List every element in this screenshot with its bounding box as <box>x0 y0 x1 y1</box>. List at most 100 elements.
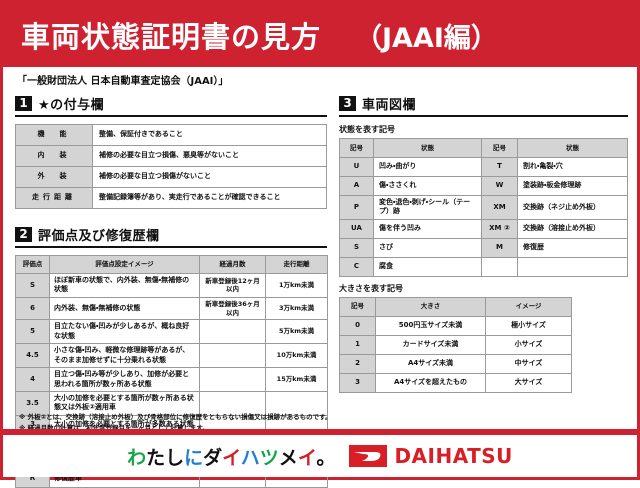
size-symbol: 3 <box>339 372 376 393</box>
page-subtitle: （JAAI編） <box>355 22 498 54</box>
condition-row: S さび M 修復歴 <box>339 237 628 258</box>
slogan-char: し <box>165 446 185 469</box>
condition-description: 修復歴 <box>517 237 628 258</box>
condition-symbol: M <box>481 237 518 258</box>
column-header: 状態 <box>373 138 482 158</box>
condition-row: C 腐食 <box>339 256 628 277</box>
footnote-1: ※ 外板②とは、交換跡（溶接止め外板）及び骨格部位に修復歴をともらない損傷又は損… <box>19 413 332 421</box>
size-description: A4サイズ未満 <box>375 353 486 374</box>
footnotes: ※ 外板②とは、交換跡（溶接止め外板）及び骨格部位に修復歴をともらない損傷又は損… <box>19 412 331 434</box>
size-description: 500円玉サイズ未満 <box>375 315 486 336</box>
condition-description: 凹み・曲がり <box>373 157 482 177</box>
evaluation-score: S <box>15 273 50 298</box>
evaluation-mileage: 1万km未満 <box>265 273 328 298</box>
criteria-value: 整備記録簿等があり、実走行であることが確認できること <box>92 187 327 209</box>
condition-symbol: C <box>339 256 374 277</box>
slogan-char: ダ <box>203 446 223 469</box>
size-image-label: 小サイズ <box>485 334 572 355</box>
right-column: 3 車両図欄 状態を表す記号 記号 状態 記号 状態 U 凹み・曲がり T 割れ・亀裂・穴 A… <box>339 90 628 488</box>
section1-number: 1 <box>15 96 32 111</box>
size-row: 2 A4サイズ未満 中サイズ <box>339 353 572 374</box>
brand-footer: わたしにダイハツメイ。 DAIHATSU <box>3 429 637 477</box>
brand-lockup: DAIHATSU <box>349 444 512 468</box>
condition-description: 交換跡（溶接止め外板） <box>517 218 628 239</box>
section1-heading: 1 ★の付与欄 <box>15 94 327 117</box>
criteria-value: 補修の必要な目立つ損傷がないこと <box>92 166 327 188</box>
evaluation-score: 5 <box>15 319 50 345</box>
size-symbol: 1 <box>339 334 376 355</box>
evaluation-description: 内外装、無傷・無補修の状態 <box>49 296 200 321</box>
condition-symbol: UA <box>339 218 374 239</box>
condition-symbols-label: 状態を表す記号 <box>339 125 395 134</box>
footnote-2: ※ 経過月数の計算は、初年度登録月を一ヶ月として計算します。 <box>19 423 331 434</box>
evaluation-mileage: 3万km未満 <box>265 296 328 321</box>
condition-row: UA 傷を伴う凹み XM ② 交換跡（溶接止め外板） <box>339 218 628 239</box>
condition-description: 傷・ささくれ <box>373 176 482 196</box>
evaluation-header-row: 評価点 評価点設定イメージ 経過月数 走行距離 <box>15 255 328 274</box>
condition-description: 腐食 <box>373 256 482 277</box>
page-header: 車両状態証明書の見方 （JAAI編） <box>3 3 637 67</box>
criteria-key: 内 装 <box>15 145 93 167</box>
column-header: 大きさ <box>375 296 486 317</box>
slogan-char: メ <box>278 446 298 469</box>
column-header: 記号 <box>481 138 518 158</box>
evaluation-months <box>199 367 266 393</box>
condition-description: さび <box>373 237 482 258</box>
section3-heading: 3 車両図欄 <box>339 94 628 117</box>
column-header: 評価点設定イメージ <box>49 255 200 274</box>
condition-description <box>517 256 628 277</box>
section2-heading: 2 評価点及び修復歴欄 <box>15 225 327 248</box>
condition-symbol: S <box>339 237 374 258</box>
size-header-row: 記号 大きさ イメージ <box>339 296 572 317</box>
criteria-value: 整備、保証付きであること <box>92 124 327 146</box>
evaluation-row: 4.5 小さな傷・凹み、軽微な修理跡等があるが、そのまま加修せずに十分乗れる状態 1… <box>15 343 328 369</box>
evaluation-row: 4 目立つ傷・凹み等が少しあり、加修が必要と思われる箇所が数ヶ所ある状態 15万km… <box>15 367 328 393</box>
daihatsu-emblem-icon <box>349 445 388 467</box>
section3-title: 車両図欄 <box>362 98 417 113</box>
condition-row: U 凹み・曲がり T 割れ・亀裂・穴 <box>339 157 628 177</box>
size-row: 3 A4サイズを超えたもの 大サイズ <box>339 372 572 393</box>
column-header: 状態 <box>517 138 628 158</box>
condition-symbol: XM ② <box>481 218 518 239</box>
column-header: 経過月数 <box>199 255 266 274</box>
evaluation-months <box>199 343 266 369</box>
slogan-char: イ <box>222 446 241 469</box>
column-header: 走行距離 <box>265 255 328 274</box>
condition-description: 交換跡（ネジ止め外板） <box>517 195 628 220</box>
condition-symbol: XM <box>481 195 518 220</box>
evaluation-months: 新車登録後12ヶ月以内 <box>199 273 266 298</box>
column-header: 評価点 <box>15 255 50 274</box>
organization-line: 「一般財団法人 日本自動車査定協会（JAAI）」 <box>17 76 229 87</box>
evaluation-row: 6 内外装、無傷・無補修の状態 新車登録後36ヶ月以内 3万km未満 <box>15 296 328 321</box>
slogan-char: に <box>184 446 204 469</box>
criteria-key: 走行距離 <box>15 187 93 209</box>
brand-name: DAIHATSU <box>394 444 513 468</box>
evaluation-score: 4.5 <box>15 343 50 369</box>
condition-description: 変色・退色・剥げ・シール（テープ）跡 <box>373 195 482 220</box>
size-symbol: 0 <box>339 315 376 336</box>
section1-title: ★の付与欄 <box>38 98 105 113</box>
evaluation-score: 6 <box>15 296 50 321</box>
page-title: 車両状態証明書の見方 <box>21 20 322 54</box>
evaluation-description: 目立たない傷・凹みが少しあるが、概ね良好な状態 <box>49 319 200 345</box>
star-criteria-table: 機 能整備、保証付きであること内 装補修の必要な目立つ損傷、悪臭等がないこと外 … <box>15 124 327 209</box>
criteria-key: 外 装 <box>15 166 93 188</box>
condition-symbols-table: 記号 状態 記号 状態 U 凹み・曲がり T 割れ・亀裂・穴 A 傷・ささくれ W 塗装跡・板金修理… <box>339 138 628 277</box>
criteria-value: 補修の必要な目立つ損傷、悪臭等がないこと <box>92 145 327 167</box>
condition-symbol: A <box>339 176 374 196</box>
evaluation-mileage: 15万km未満 <box>265 367 328 393</box>
size-symbols-label: 大きさを表す記号 <box>339 283 403 293</box>
size-symbol: 2 <box>339 353 376 374</box>
evaluation-description: 大小の加修を必要とする箇所が数ヶ所ある状態又は外板②適用車 <box>49 391 200 416</box>
size-description: カードサイズ未満 <box>375 334 486 355</box>
condition-row: A 傷・ささくれ W 塗装跡・板金修理跡 <box>339 176 628 196</box>
condition-description: 傷を伴う凹み <box>373 218 482 239</box>
slogan-char: イ <box>297 446 317 469</box>
content-columns: 1 ★の付与欄 機 能整備、保証付きであること内 装補修の必要な目立つ損傷、悪臭… <box>3 90 637 488</box>
slogan-char: わ <box>127 446 147 469</box>
section2-number: 2 <box>15 227 32 242</box>
size-image-label: 極小サイズ <box>485 315 572 336</box>
evaluation-row: S ほぼ新車の状態で、内外装、無傷・無補修の状態 新車登録後12ヶ月以内 1万km未満 <box>15 273 328 298</box>
section-star-column: 1 ★の付与欄 機 能整備、保証付きであること内 装補修の必要な目立つ損傷、悪臭… <box>15 94 327 209</box>
